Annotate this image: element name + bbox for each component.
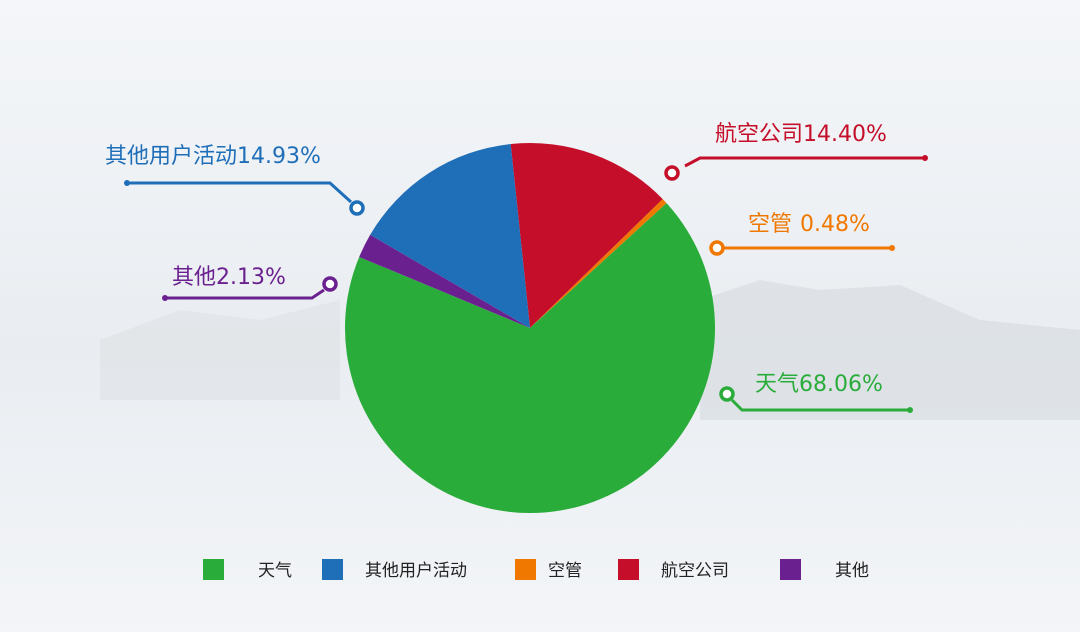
callout-value: 0.48% — [800, 212, 870, 237]
callout-dot — [709, 240, 725, 256]
callout-end — [124, 180, 130, 186]
callout-name: 航空公司 — [715, 122, 803, 147]
callout-dot — [349, 200, 365, 216]
callout-line — [127, 181, 353, 204]
legend-label: 其他 — [835, 561, 869, 581]
legend-label: 天气 — [258, 561, 292, 581]
callout-value: 14.93% — [237, 144, 321, 169]
callout-name: 空管 — [748, 212, 792, 237]
legend-swatch — [515, 559, 536, 580]
callout-label: 航空公司14.40% — [715, 122, 887, 147]
legend-label: 其他用户活动 — [365, 561, 467, 581]
legend-label: 空管 — [548, 561, 582, 581]
rocks — [700, 280, 1080, 420]
callout-dot — [322, 276, 338, 292]
callout-value: 14.40% — [803, 122, 887, 147]
callout-value: 2.13% — [216, 265, 286, 290]
callout-line — [730, 398, 910, 412]
callout-dot — [664, 165, 680, 181]
legend-label: 航空公司 — [661, 561, 729, 581]
callout-end — [922, 155, 928, 161]
pie-slice — [370, 144, 530, 328]
pie-slice — [345, 203, 715, 513]
legend-swatch — [322, 559, 343, 580]
legend-swatch — [618, 559, 639, 580]
callout-end — [162, 295, 168, 301]
callout-end — [889, 245, 895, 251]
callout-end — [907, 407, 913, 413]
callout-line — [165, 288, 325, 300]
callout-line — [684, 156, 925, 168]
callout-name: 其他 — [172, 265, 216, 290]
callout-label: 其他用户活动14.93% — [105, 144, 321, 169]
pie-slice — [359, 234, 530, 328]
legend-swatch — [203, 559, 224, 580]
pie-slice — [510, 142, 663, 328]
callout-label: 空管 0.48% — [748, 212, 870, 237]
legend-swatch — [780, 559, 801, 580]
pie-slice — [530, 199, 667, 328]
callout-label: 天气68.06% — [755, 372, 883, 397]
callout-name: 其他用户活动 — [105, 144, 237, 169]
rocks — [100, 300, 340, 400]
callout-dot — [719, 386, 735, 402]
callout-label: 其他2.13% — [172, 265, 286, 290]
callout-name: 天气 — [755, 372, 799, 397]
callout-value: 68.06% — [799, 372, 883, 397]
